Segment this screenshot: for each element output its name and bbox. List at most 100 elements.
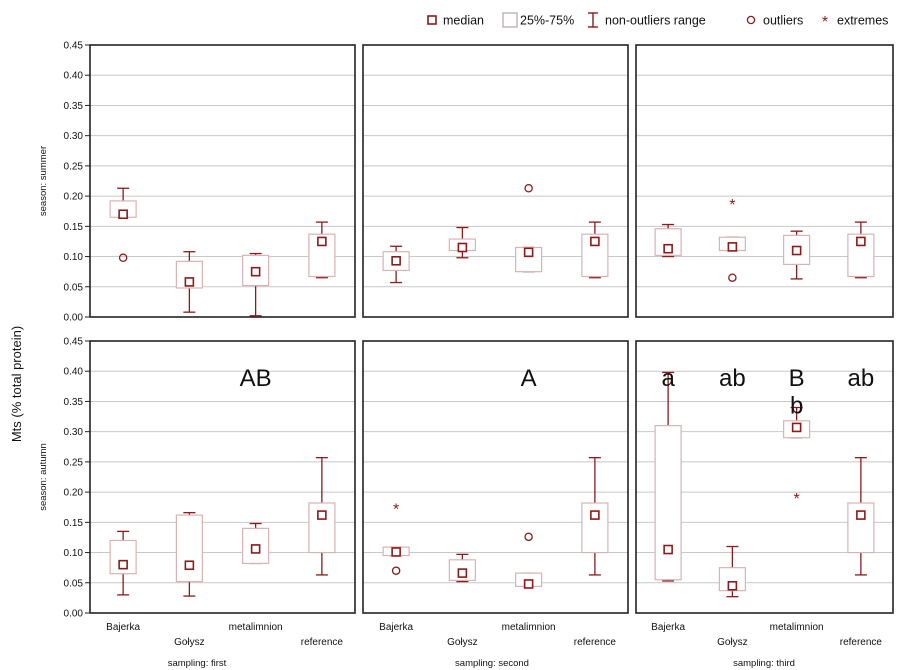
category-label: Gołysz: [174, 637, 205, 648]
outlier-marker: [524, 184, 533, 193]
y-tick-label: 0.45: [64, 337, 84, 348]
col-label-second: sampling: second: [455, 658, 529, 669]
box-bajerka: *: [382, 501, 410, 575]
extreme-marker: *: [729, 197, 735, 214]
box-bajerka: [654, 371, 682, 582]
y-axis-title: Mts (% total protein): [9, 326, 24, 442]
box-go-ysz: [448, 226, 476, 259]
row-label-summer: season: summer: [38, 146, 49, 216]
outlier-marker: [524, 532, 533, 542]
category-label: Gołysz: [717, 637, 748, 648]
iqr-box: [654, 228, 682, 256]
significance-letter: a: [661, 365, 675, 392]
panel-r0c0: 0.00 0.05 0.10 0.15 0.20 0.25 0.30 0.35 0.40 0.45: [64, 41, 356, 324]
panel-frame: [89, 44, 356, 318]
box-go-ysz: [448, 553, 476, 583]
box-go-ysz: [175, 512, 203, 597]
category-label: Gołysz: [447, 637, 478, 648]
legend-item-outliers: outliers: [746, 14, 803, 28]
y-tick-label: 0.30: [64, 427, 84, 438]
legend-label: 25%-75%: [520, 14, 574, 28]
legend-item-25-75-: 25%-75%: [502, 12, 574, 28]
y-tick-label: 0.20: [64, 192, 84, 203]
median-marker: [317, 236, 327, 247]
category-label: reference: [840, 637, 883, 648]
y-tick-label: 0.45: [64, 41, 84, 52]
median-marker: [391, 547, 401, 557]
median-marker: [523, 247, 534, 258]
panels: 0.00 0.05 0.10 0.15 0.20 0.25 0.30 0.35 0.40 0.45…: [64, 41, 894, 648]
extreme-marker: *: [393, 501, 399, 518]
median-marker: [663, 544, 673, 555]
median-marker: [663, 243, 673, 254]
legend-median-icon: [427, 15, 437, 25]
median-marker: [118, 209, 128, 220]
iqr-box: [242, 254, 270, 287]
y-tick-label: 0.15: [64, 222, 84, 233]
panel-frame: [362, 340, 629, 614]
legend-label: non-outliers range: [605, 14, 706, 28]
y-tick-label: 0.25: [64, 457, 84, 468]
y-tick-label: 0.00: [64, 313, 84, 324]
box-go-ysz: [175, 251, 203, 313]
box-go-ysz: [718, 545, 746, 598]
y-tick-label: 0.40: [64, 71, 84, 82]
col-label-third: sampling: third: [733, 658, 795, 669]
box-metalimnion: *: [783, 406, 811, 508]
median-marker: [457, 242, 468, 253]
y-tick-label: 0.20: [64, 488, 84, 499]
significance-letter: A: [521, 365, 537, 392]
box-bajerka: [109, 530, 137, 596]
significance-letter: AB: [240, 365, 272, 392]
box-bajerka: [654, 223, 682, 258]
median-marker: [856, 236, 866, 247]
box-metalimnion: [242, 522, 270, 565]
box-go-ysz: *: [718, 197, 746, 282]
legend: median 25%-75% non-outliers range outliers *…: [427, 12, 889, 32]
outlier-marker: [118, 253, 128, 263]
legend-item-non-outliers-range: non-outliers range: [588, 12, 706, 28]
box-metalimnion: [515, 532, 543, 589]
box-reference: [847, 221, 875, 279]
median-marker: [791, 422, 802, 433]
panel-r1c1: * A Bajerka Gołysz metalimnion reference: [362, 340, 629, 648]
category-label: metalimnion: [770, 622, 824, 633]
panel-r0c2: *: [635, 44, 894, 318]
median-marker: [856, 510, 866, 520]
median-marker: [590, 510, 600, 520]
panel-r1c0: 0.00 0.05 0.10 0.15 0.20 0.25 0.30 0.35 0.40 0.45…: [64, 337, 356, 648]
legend-label: extremes: [837, 14, 888, 28]
significance-letter: ab: [719, 365, 746, 392]
panel-frame: [635, 340, 894, 614]
median-marker: [791, 245, 802, 256]
median-marker: [727, 242, 738, 252]
legend-extreme-icon: *: [822, 14, 828, 31]
y-tick-label: 0.05: [64, 282, 84, 293]
iqr-box: [718, 567, 746, 592]
y-tick-label: 0.05: [64, 578, 84, 589]
median-marker: [118, 559, 128, 570]
legend-label: median: [443, 14, 484, 28]
category-label: reference: [301, 637, 344, 648]
outlier-marker: [391, 566, 401, 575]
category-label: metalimnion: [502, 622, 556, 633]
median-marker: [250, 544, 261, 554]
category-label: metalimnion: [229, 622, 283, 633]
row-label-autumn: season: autumn: [38, 443, 49, 511]
y-tick-label: 0.25: [64, 161, 84, 172]
legend-label: outliers: [763, 14, 803, 28]
box-metalimnion: [515, 184, 543, 273]
legend-item-median: median: [427, 14, 484, 28]
median-marker: [250, 266, 261, 277]
significance-letter: B: [789, 365, 805, 392]
y-tick-label: 0.10: [64, 548, 84, 559]
box-reference: [581, 221, 609, 279]
category-label: reference: [574, 637, 617, 648]
category-label: Bajerka: [379, 622, 413, 633]
y-tick-label: 0.35: [64, 397, 84, 408]
legend-item-extremes: * extremes: [822, 14, 889, 32]
y-tick-label: 0.35: [64, 101, 84, 112]
box-reference: [308, 221, 336, 279]
legend-outlier-icon: [746, 15, 756, 25]
